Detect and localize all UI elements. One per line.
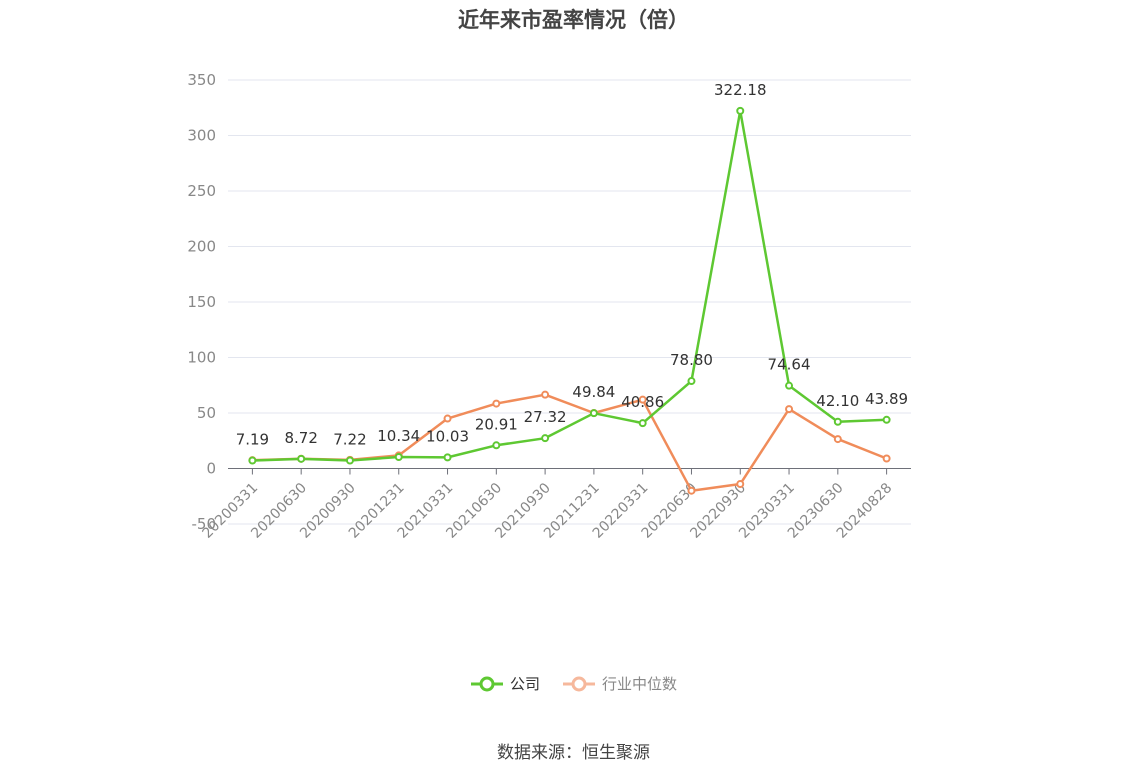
- data-point-industry-median: [638, 395, 647, 404]
- line-chart: 350300250200150100500-502020033120200630…: [187, 71, 911, 542]
- data-point-company: [687, 377, 696, 386]
- data-label: 40.86: [621, 393, 664, 411]
- data-point-company: [297, 454, 306, 463]
- data-point-industry-median: [492, 399, 501, 408]
- data-point-industry-median: [687, 486, 696, 495]
- legend-item-company[interactable]: 公司: [470, 673, 540, 694]
- data-label: 10.34: [377, 427, 420, 445]
- data-point-company: [785, 381, 794, 390]
- data-point-industry-median: [785, 405, 794, 414]
- data-label: 43.89: [865, 390, 908, 408]
- y-tick-label: 300: [187, 127, 216, 145]
- data-label: 8.72: [284, 429, 317, 447]
- data-point-company: [492, 441, 501, 450]
- data-point-industry-median: [541, 390, 550, 399]
- data-point-company: [541, 434, 550, 443]
- series-line-company: [252, 109, 887, 462]
- legend-label-company: 公司: [509, 675, 540, 693]
- y-tick-label: 150: [187, 293, 216, 311]
- data-label: 7.19: [236, 431, 269, 449]
- data-point-company: [736, 106, 745, 115]
- data-label: 49.84: [572, 383, 615, 401]
- data-label: 322.18: [714, 81, 767, 99]
- y-tick-label: 50: [197, 404, 216, 422]
- y-tick-label: 250: [187, 182, 216, 200]
- data-label: 7.22: [333, 430, 366, 448]
- legend-line-marker-icon: [470, 676, 503, 691]
- y-tick-label: 350: [187, 71, 216, 89]
- legend-item-industry-median[interactable]: 行业中位数: [562, 673, 677, 694]
- data-point-company: [589, 409, 598, 418]
- data-point-industry-median: [882, 454, 891, 463]
- data-label: 27.32: [524, 408, 567, 426]
- y-tick-label: 100: [187, 349, 216, 367]
- data-label: 10.03: [426, 427, 469, 445]
- data-label: 74.64: [768, 356, 811, 374]
- chart-title: 近年来市盈率情况（倍）: [458, 8, 689, 32]
- data-point-company: [833, 417, 842, 426]
- data-point-company: [394, 453, 403, 462]
- data-label: 42.10: [816, 392, 859, 410]
- data-point-company: [638, 419, 647, 428]
- legend-label-industry-median: 行业中位数: [602, 675, 678, 693]
- y-tick-label: 200: [187, 238, 216, 256]
- data-point-company: [443, 453, 452, 462]
- data-point-company: [882, 415, 891, 424]
- data-point-industry-median: [443, 414, 452, 423]
- data-label: 20.91: [475, 415, 518, 433]
- legend-line-marker-icon: [563, 676, 595, 691]
- data-point-industry-median: [736, 480, 745, 489]
- data-point-company: [345, 456, 354, 465]
- data-point-company: [248, 456, 257, 465]
- data-point-industry-median: [833, 435, 842, 444]
- data-label: 78.80: [670, 351, 713, 369]
- y-tick-label: -50: [192, 515, 217, 533]
- legend: 公司 行业中位数: [0, 673, 1147, 694]
- y-tick-label: 0: [206, 460, 216, 478]
- data-source: 数据来源：恒生聚源: [497, 743, 650, 763]
